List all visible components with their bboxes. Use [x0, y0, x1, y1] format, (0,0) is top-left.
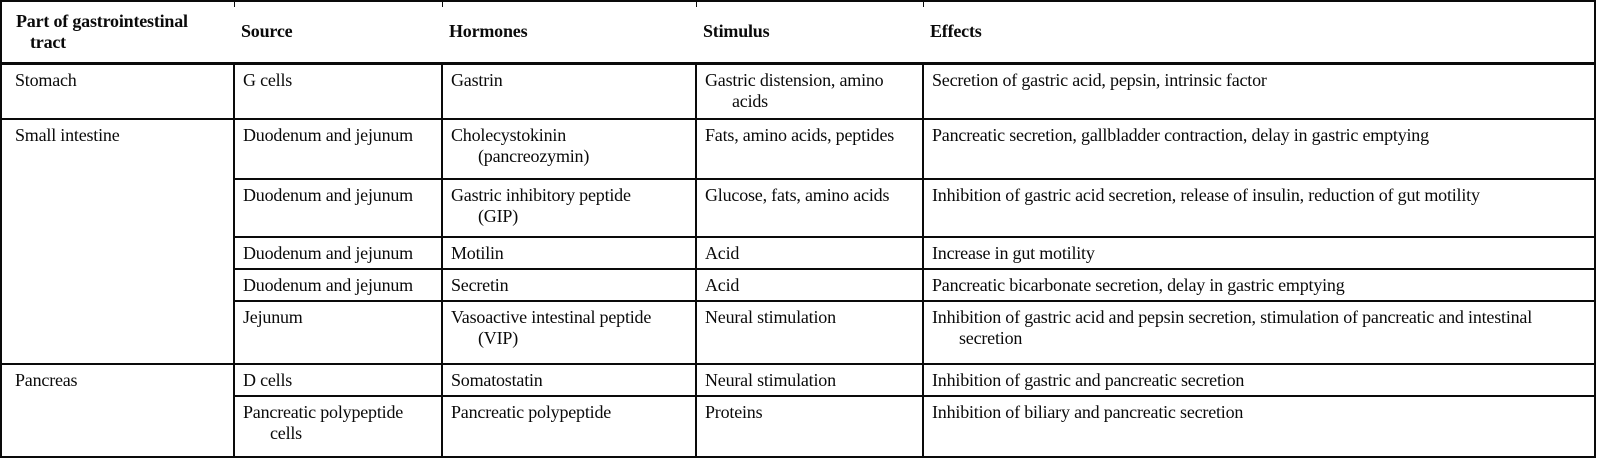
cell-hormone: Gastric inhibitory peptide (GIP)	[441, 178, 697, 238]
cell-effects: Inhibition of biliary and pancreatic sec…	[922, 395, 1596, 458]
cell-hormone: Cholecystokinin (pancreozymin)	[441, 118, 697, 180]
table-row-gip: Duodenum and jejunum Gastric inhibitory …	[1, 178, 1596, 238]
cell-stimulus: Acid	[695, 268, 924, 302]
cell-hormone: Secretin	[441, 268, 697, 302]
cell-source: Duodenum and jejunum	[233, 178, 443, 238]
table-row-cholecystokinin: Small intestine Duodenum and jejunum Cho…	[0, 118, 1596, 365]
cell-source: Duodenum and jejunum	[233, 236, 443, 270]
column-header-source: Source	[234, 1, 442, 65]
cell-stimulus: Proteins	[695, 395, 924, 458]
cell-stimulus: Neural stimulation	[695, 300, 924, 365]
table-row-gastrin: Stomach G cells Gastrin Gastric distensi…	[0, 62, 1596, 120]
table-row-somatostatin: Pancreas D cells Somatostatin Neural sti…	[0, 363, 1596, 458]
header-row: Part of gastrointestinal tract Source Ho…	[1, 1, 1595, 65]
table-row-pancreatic-polypeptide: Pancreatic polypeptide cells Pancreatic …	[1, 395, 1596, 458]
cell-stimulus: Glucose, fats, amino acids	[695, 178, 924, 238]
cell-effects: Pancreatic secretion, gallbladder contra…	[922, 118, 1596, 180]
cell-hormone: Vasoactive intestinal peptide (VIP)	[441, 300, 697, 365]
cell-effects: Inhibition of gastric acid and pepsin se…	[922, 300, 1596, 365]
cell-region-pancreas: Pancreas	[0, 363, 235, 458]
cell-source: Duodenum and jejunum	[233, 118, 443, 180]
cell-effects: Inhibition of gastric acid secretion, re…	[922, 178, 1596, 238]
cell-hormone: Pancreatic polypeptide	[441, 395, 697, 458]
table-row-motilin: Duodenum and jejunum Motilin Acid Increa…	[1, 236, 1596, 270]
table-row-vip: Jejunum Vasoactive intestinal peptide (V…	[1, 300, 1596, 365]
cell-source: Duodenum and jejunum	[233, 268, 443, 302]
cell-effects: Inhibition of gastric and pancreatic sec…	[922, 363, 1596, 397]
column-header-stimulus: Stimulus	[696, 1, 923, 65]
cell-hormone: Somatostatin	[441, 363, 697, 397]
cell-source: G cells	[233, 62, 443, 120]
cell-stimulus: Neural stimulation	[695, 363, 924, 397]
cell-region-small-intestine: Small intestine	[0, 118, 235, 365]
column-header-effects: Effects	[923, 1, 1595, 65]
cell-effects: Secretion of gastric acid, pepsin, intri…	[922, 62, 1596, 120]
cell-source: Pancreatic polypeptide cells	[233, 395, 443, 458]
cell-effects: Pancreatic bicarbonate secretion, delay …	[922, 268, 1596, 302]
cell-source: D cells	[233, 363, 443, 397]
cell-region-stomach: Stomach	[0, 62, 235, 120]
cell-hormone: Gastrin	[441, 62, 697, 120]
cell-hormone: Motilin	[441, 236, 697, 270]
cell-stimulus: Acid	[695, 236, 924, 270]
table-row-secretin: Duodenum and jejunum Secretin Acid Pancr…	[1, 268, 1596, 302]
column-header-part-of-gi-tract: Part of gastrointestinal tract	[1, 1, 234, 65]
column-header-hormones: Hormones	[442, 1, 696, 65]
cell-effects: Increase in gut motility	[922, 236, 1596, 270]
cell-stimulus: Fats, amino acids, peptides	[695, 118, 924, 180]
cell-stimulus: Gastric distension, amino acids	[695, 62, 924, 120]
cell-source: Jejunum	[233, 300, 443, 365]
